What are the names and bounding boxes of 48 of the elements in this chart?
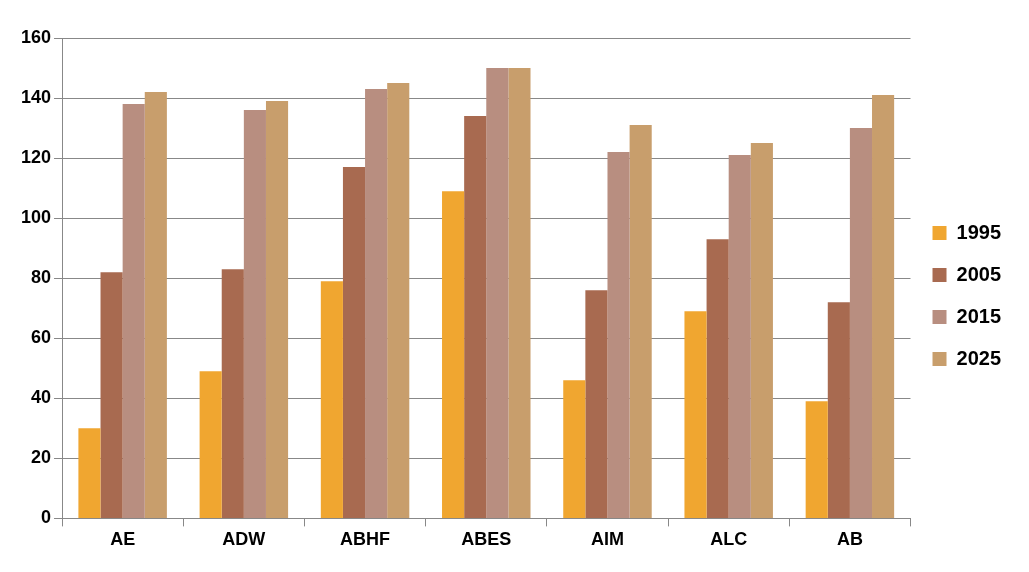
y-tick-label: 60	[31, 327, 52, 348]
bar	[320, 281, 343, 518]
bar	[365, 89, 388, 518]
y-tick-label: 120	[20, 147, 52, 168]
bar	[629, 125, 652, 518]
bar	[342, 167, 366, 518]
x-tick-label: ABHF	[340, 529, 391, 550]
y-tick-label: 80	[31, 267, 52, 288]
bar	[849, 128, 873, 518]
x-tick-label: ABES	[461, 529, 512, 550]
bar	[387, 83, 410, 518]
bar	[585, 290, 608, 518]
bar	[706, 239, 729, 518]
x-tick-label: AE	[110, 529, 136, 550]
legend-label: 1995	[956, 220, 1002, 243]
bar	[684, 311, 707, 518]
bar	[221, 269, 244, 518]
bar	[750, 143, 773, 518]
bar	[728, 155, 751, 518]
legend-label: 2005	[956, 262, 1002, 285]
x-tick-label: ADW	[222, 529, 266, 550]
x-tick-label: ALC	[710, 529, 748, 550]
x-tick-label: AB	[836, 529, 863, 550]
bar	[122, 104, 145, 518]
bar	[442, 191, 465, 518]
y-tick-label: 100	[20, 207, 52, 228]
bar	[827, 302, 850, 518]
y-tick-label: 140	[20, 87, 52, 108]
bar	[78, 428, 101, 518]
bar	[144, 92, 167, 518]
bar	[805, 401, 828, 518]
y-tick-label: 0	[41, 507, 52, 528]
bar	[243, 110, 266, 518]
x-tick-label: AIM	[590, 529, 624, 550]
bar	[199, 371, 222, 518]
y-tick-label: 40	[31, 387, 52, 408]
bar	[563, 380, 586, 518]
bar	[508, 68, 531, 518]
bar	[872, 95, 895, 518]
bar	[265, 101, 289, 518]
bar	[607, 152, 630, 518]
y-tick-label: 20	[31, 447, 52, 468]
legend-label: 2015	[956, 304, 1002, 327]
bar	[100, 272, 123, 518]
bar	[464, 116, 487, 518]
bar	[486, 68, 509, 518]
y-tick-label: 160	[20, 26, 52, 47]
legend-label: 2025	[956, 346, 1002, 369]
